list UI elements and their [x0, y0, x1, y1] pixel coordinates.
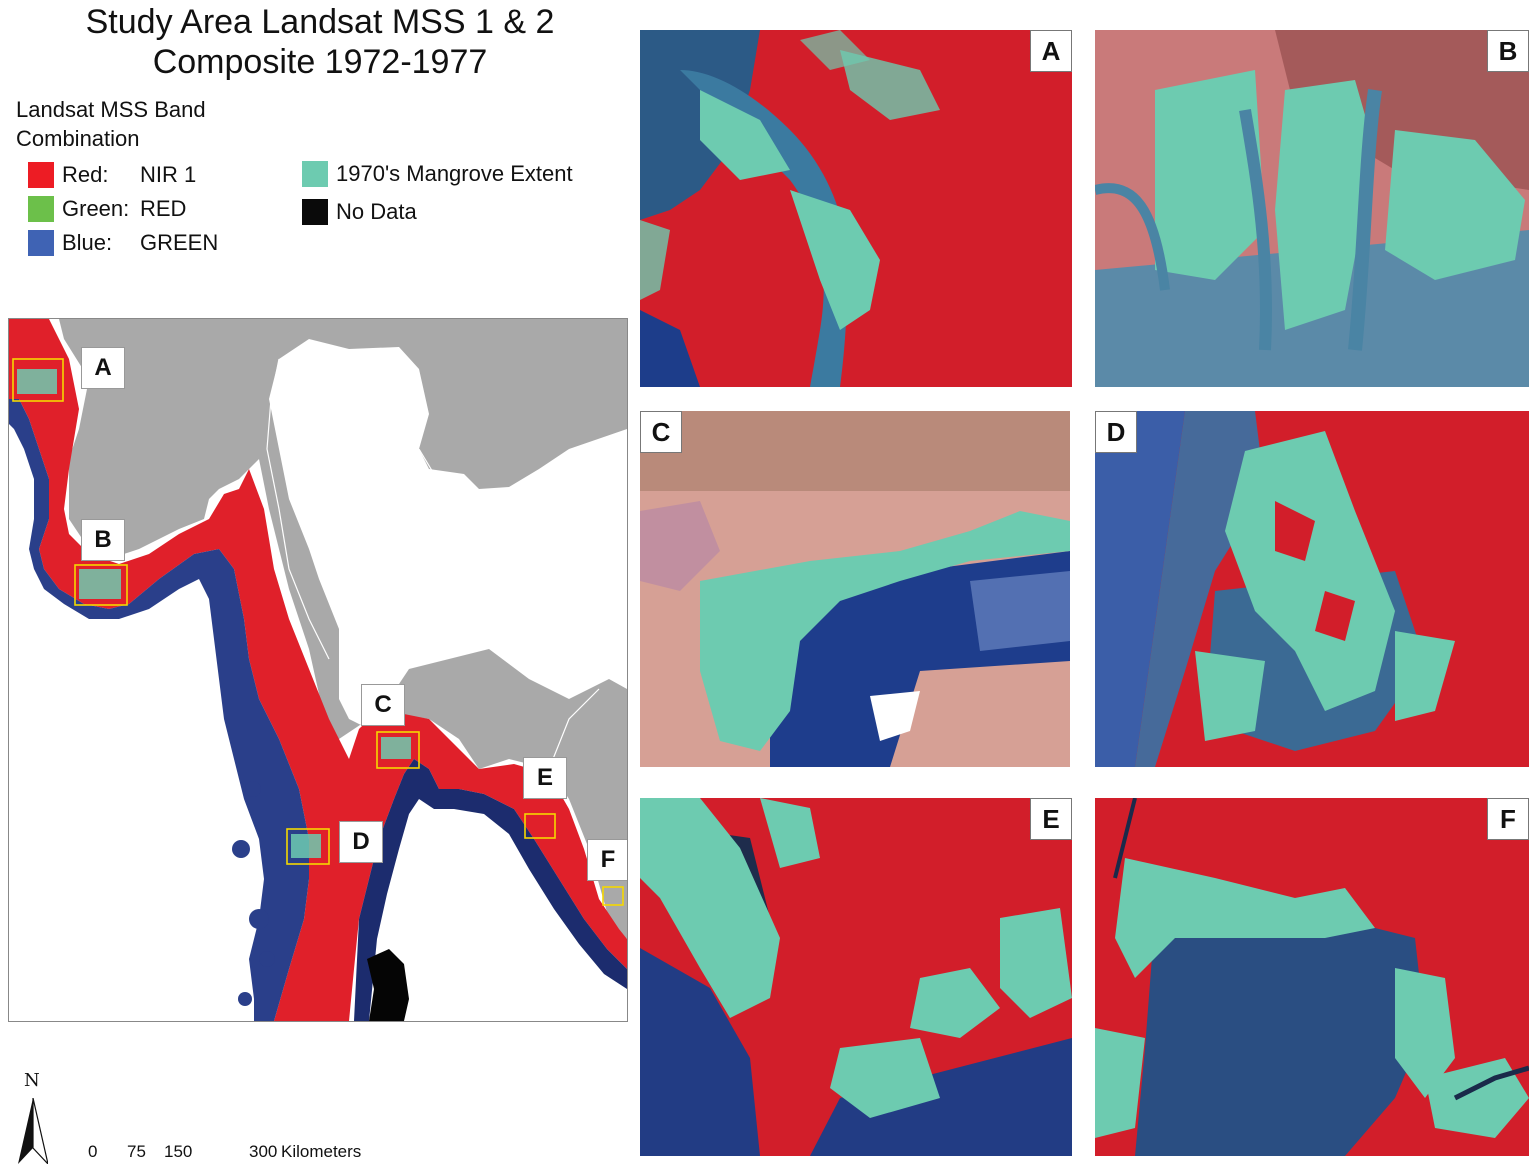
neighbour-land	[59, 319, 627, 939]
title-line-1: Study Area Landsat MSS 1 & 2	[85, 3, 555, 41]
island-cluster	[245, 781, 261, 797]
map-title: Study Area Landsat MSS 1 & 2 Composite 1…	[40, 2, 600, 82]
mangrove-patch	[291, 834, 321, 858]
panel-label-D: D	[1095, 411, 1137, 453]
no-data-area	[367, 949, 409, 1021]
overview-label-B: B	[81, 519, 125, 561]
legend-swatch-red	[28, 162, 54, 188]
panel-F: F	[1095, 798, 1529, 1156]
panel-label-E: E	[1030, 798, 1072, 840]
legend-item-mangrove: 1970's Mangrove Extent	[302, 155, 573, 193]
panel-C-image	[640, 411, 1070, 767]
north-arrow-icon	[18, 1098, 48, 1164]
legend-channel: Blue:	[62, 230, 113, 255]
panel-C: C	[640, 411, 1070, 767]
panel-A-image	[640, 30, 1072, 387]
overview-map-graphic	[9, 319, 627, 1021]
island-cluster	[238, 992, 252, 1006]
panel-D: D	[1095, 411, 1529, 767]
overview-label-A: A	[81, 347, 125, 389]
panel-label-C: C	[640, 411, 682, 453]
legend-class-label: No Data	[336, 199, 417, 224]
scale-tick-0: 0	[88, 1142, 98, 1161]
legend-swatch-no-data	[302, 199, 328, 225]
overview-label-E: E	[523, 757, 567, 799]
panel-label-F: F	[1487, 798, 1529, 840]
legend-item-blue: Blue: GREEN	[28, 226, 218, 260]
imagery-strip	[9, 319, 627, 1021]
panel-label-B: B	[1487, 30, 1529, 72]
overview-label-F: F	[587, 839, 627, 881]
island-cluster	[232, 840, 250, 858]
border-line	[548, 688, 600, 770]
mangrove-patch	[381, 737, 411, 759]
legend-swatch-blue	[28, 230, 54, 256]
legend-class-label: 1970's Mangrove Extent	[336, 161, 573, 186]
class-legend: 1970's Mangrove Extent No Data	[302, 155, 573, 231]
panel-E-image	[640, 798, 1072, 1156]
panel-label-A: A	[1030, 30, 1072, 72]
panel-B: B	[1095, 30, 1529, 387]
legend-item-green: Green: RED	[28, 192, 218, 226]
study-box-B	[74, 564, 128, 606]
legend-swatch-mangrove	[302, 161, 328, 187]
scale-tick-300: 300	[249, 1142, 278, 1161]
coastal-water	[9, 399, 309, 1021]
panel-D-image	[1095, 411, 1529, 767]
legend-channel: Green:	[62, 196, 130, 221]
scale-unit: Kilometers	[281, 1142, 362, 1161]
legend-channel: Red:	[62, 162, 109, 187]
study-box-E	[524, 813, 556, 839]
island-cluster	[249, 909, 269, 929]
north-letter: N	[24, 1070, 40, 1091]
legend-band: GREEN	[140, 230, 219, 255]
legend-band: RED	[140, 196, 187, 221]
legend-item-red: Red: NIR 1	[28, 158, 218, 192]
overview-label-C: C	[361, 684, 405, 726]
mangrove-patch	[17, 369, 57, 394]
band-legend: Red: NIR 1 Green: RED Blue: GREEN	[28, 158, 218, 260]
study-box-A	[12, 358, 64, 402]
gulf-water	[354, 759, 627, 1021]
panel-E: E	[640, 798, 1072, 1156]
scale-bar: 0 75 150 300 Kilometers	[88, 1128, 388, 1164]
mangrove-patch	[79, 569, 121, 599]
legend-heading-line-1: Landsat MSS Band	[16, 97, 206, 122]
study-box-F	[602, 886, 624, 906]
study-box-C	[376, 731, 420, 769]
legend-heading: Landsat MSS Band Combination	[16, 95, 206, 153]
study-box-D	[286, 828, 330, 865]
panel-A: A	[640, 30, 1072, 387]
overview-label-D: D	[339, 821, 383, 863]
legend-item-no-data: No Data	[302, 193, 573, 231]
panel-F-image	[1095, 798, 1529, 1156]
legend-band: NIR 1	[140, 162, 197, 187]
island-cluster	[259, 951, 275, 967]
border-line	[418, 448, 610, 580]
scale-tick-75: 75	[127, 1142, 146, 1161]
scale-tick-150: 150	[164, 1142, 193, 1161]
title-line-2: Composite 1972-1977	[152, 43, 488, 81]
legend-swatch-green	[28, 196, 54, 222]
panel-B-image	[1095, 30, 1529, 387]
border-line	[266, 358, 330, 660]
legend-heading-line-2: Combination	[16, 126, 140, 151]
overview-map: A B C D E F	[8, 318, 628, 1022]
